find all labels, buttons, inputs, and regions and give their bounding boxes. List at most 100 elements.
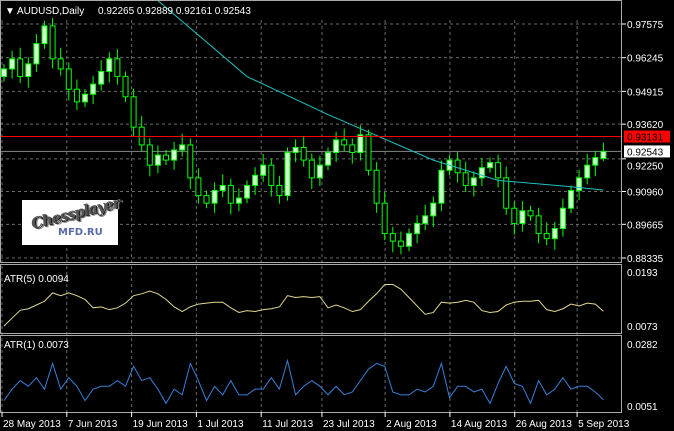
candle-body — [551, 227, 558, 240]
symbol-label: AUDUSD,Daily — [17, 6, 84, 17]
title-arrow[interactable]: ▼ — [5, 6, 15, 17]
candle-body — [341, 139, 348, 146]
candle — [65, 62, 72, 101]
moving-average-line — [157, 0, 604, 191]
panel-frame — [0, 335, 622, 413]
watermark-logo: Chessplayer MFD.RU — [22, 193, 121, 245]
candle — [470, 171, 477, 197]
candle-body — [325, 152, 331, 166]
candle — [25, 57, 32, 88]
candle-body — [470, 177, 477, 186]
candle-body — [227, 184, 234, 204]
candle — [130, 88, 137, 137]
candle — [341, 128, 348, 152]
candle-body — [49, 25, 56, 60]
candle — [592, 151, 599, 177]
date-tick-label: 19 Jun 2013 — [133, 419, 188, 430]
candle-body — [430, 202, 437, 217]
candle — [511, 201, 518, 235]
candle — [325, 147, 331, 171]
candle — [568, 185, 574, 214]
candle — [171, 141, 178, 170]
candle — [146, 138, 153, 177]
candle — [406, 228, 412, 252]
candle — [227, 178, 234, 215]
candle — [195, 168, 202, 204]
candle — [73, 79, 80, 110]
candle — [373, 162, 380, 213]
atr1-label: ATR(1) 0.0073 — [4, 340, 69, 351]
candle — [154, 145, 161, 174]
candle — [357, 125, 364, 161]
price-tick-label: 0.93620 — [627, 120, 664, 131]
candle-body — [357, 134, 364, 154]
candle-body — [179, 144, 186, 151]
bid-label: 0.92543 — [627, 147, 664, 158]
candle-body — [146, 144, 153, 166]
candle — [235, 188, 242, 212]
candle — [389, 226, 396, 253]
date-tick-label: 2 Aug 2013 — [386, 419, 437, 430]
price-tick-label: 0.89665 — [627, 220, 664, 231]
candle — [49, 17, 56, 69]
date-tick-label: 23 Jul 2013 — [323, 419, 375, 430]
candle-body — [414, 222, 421, 235]
candle — [163, 149, 169, 166]
candle-body — [543, 233, 550, 240]
candle — [211, 182, 218, 213]
candle — [397, 231, 404, 255]
logo-site: MFD.RU — [58, 227, 103, 238]
candle — [349, 138, 356, 164]
candle-body — [535, 215, 542, 235]
atr1-line — [3, 358, 604, 405]
candle — [276, 175, 283, 204]
candle-body — [1, 68, 7, 78]
panel-frame — [0, 264, 622, 334]
candle — [114, 49, 121, 85]
candle-body — [454, 159, 461, 174]
candle — [478, 158, 485, 186]
atr-tick-label: 0.0051 — [627, 402, 658, 413]
candle-body — [600, 150, 607, 159]
date-tick-label: 7 Jun 2013 — [68, 419, 118, 430]
candle-body — [389, 233, 396, 242]
candle-body — [462, 172, 469, 186]
candle-body — [568, 190, 574, 209]
horizontal-line-label-bg — [624, 130, 670, 143]
candle-body — [82, 93, 88, 103]
candle-body — [171, 149, 178, 161]
price-tick-label: 0.96245 — [627, 54, 664, 65]
candle-body — [203, 195, 210, 204]
candle-body — [511, 207, 518, 224]
price-tick-label: 0.92250 — [627, 161, 664, 172]
candle-body — [487, 162, 493, 169]
atr-tick-label: 0.0193 — [627, 268, 658, 279]
panel-frame — [0, 0, 622, 263]
ohlc-label: 0.92265 0.92889 0.92161 0.92543 — [98, 6, 251, 17]
candle — [57, 47, 64, 76]
candle-body — [106, 58, 113, 72]
candle-body — [114, 58, 121, 78]
date-tick-label: 28 May 2013 — [3, 419, 61, 430]
candle — [316, 155, 323, 186]
atr5-line — [3, 283, 604, 327]
candle — [292, 139, 299, 163]
candle — [584, 154, 591, 185]
candle-body — [406, 233, 412, 247]
candle-body — [284, 152, 291, 197]
candle — [503, 166, 510, 215]
candle-body — [438, 169, 445, 204]
candle — [82, 89, 88, 107]
candle-body — [576, 177, 583, 192]
candle-body — [122, 76, 129, 98]
candle-body — [33, 43, 40, 65]
atr-tick-label: 0.0073 — [627, 322, 658, 333]
candle — [260, 154, 267, 182]
candle-body — [73, 88, 80, 103]
candle — [422, 204, 429, 231]
candle-body — [219, 184, 226, 192]
date-tick-label: 14 Aug 2013 — [451, 419, 508, 430]
candle-body — [316, 164, 323, 179]
candle-body — [252, 174, 259, 186]
